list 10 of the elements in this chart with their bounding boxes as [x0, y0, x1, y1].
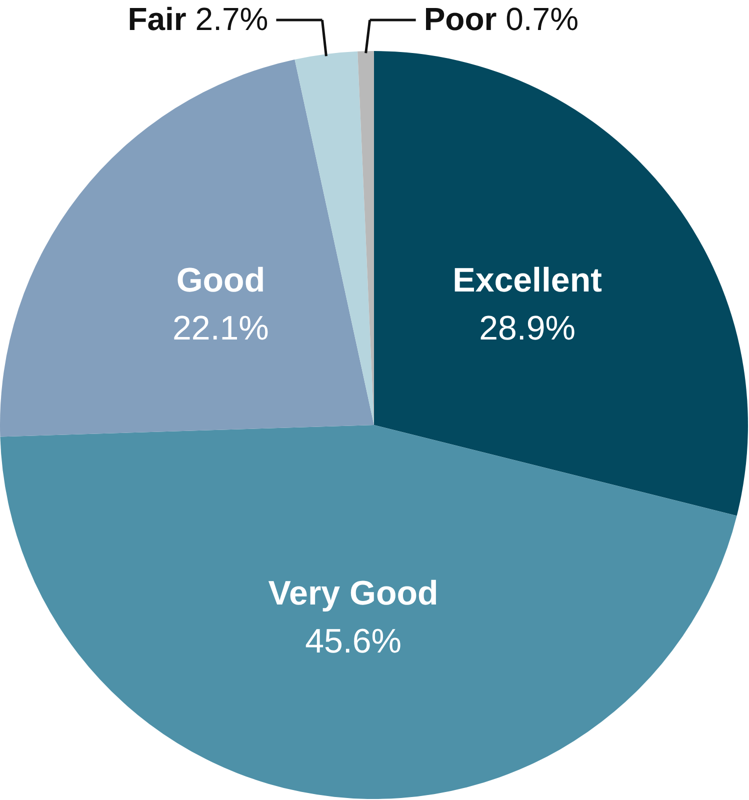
slice-label: Fair [128, 1, 186, 37]
data-label: 28.9% [479, 309, 576, 348]
slice-label: Poor [424, 1, 497, 37]
slice-label: Excellent [452, 261, 602, 300]
data-label: 22.1% [172, 309, 269, 348]
data-label: 45.6% [305, 622, 402, 660]
data-label: 2.7% [195, 1, 268, 37]
data-label: 0.7% [506, 1, 579, 37]
slice-label: Very Good [268, 574, 438, 612]
slice-label: Good [176, 261, 266, 300]
